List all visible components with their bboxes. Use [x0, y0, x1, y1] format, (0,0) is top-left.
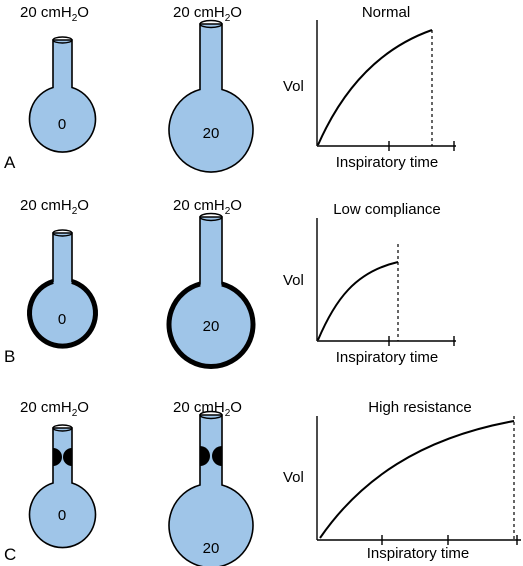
row-c-graph-xlabel: Inspiratory time: [367, 545, 470, 562]
row-c: 20 cmH2O 20 cmH2O 0 20 C High resistance…: [4, 399, 521, 566]
row-a-large-lung: 20: [168, 19, 254, 173]
row-a-volume-curve: [317, 29, 433, 146]
row-b-graph-ylabel: Vol: [283, 272, 304, 289]
row-b-graph: Low compliance Vol Inspiratory time: [283, 201, 456, 366]
row-b-letter: B: [4, 347, 15, 366]
row-c-large-obstruction-left: [200, 446, 210, 466]
row-b-volume-curve: [317, 261, 399, 341]
row-a: 20 cmH2O 20 cmH2O 0 20 A Normal Vol Insp…: [4, 4, 456, 173]
row-c-large-lung-shape: [168, 414, 254, 566]
row-b: 20 cmH2O 20 cmH2O 0 20 B Low compliance …: [4, 197, 456, 369]
row-b-large-lung: 20: [166, 212, 256, 369]
row-c-small-pressure: 20 cmH2O: [20, 399, 89, 419]
row-c-large-lung-value: 20: [203, 540, 220, 557]
row-c-letter: C: [4, 545, 16, 564]
row-a-large-lung-value: 20: [203, 125, 220, 142]
row-c-small-lung-value: 0: [58, 507, 66, 524]
row-b-large-lung-value: 20: [203, 318, 220, 335]
row-c-graph: High resistance Vol Inspiratory time: [283, 399, 521, 562]
row-c-volume-curve: [319, 420, 515, 539]
row-a-graph: Normal Vol Inspiratory time: [283, 4, 456, 171]
row-a-small-lung: 0: [28, 36, 97, 153]
row-c-small-obstruction-left: [53, 448, 62, 466]
row-a-graph-ylabel: Vol: [283, 78, 304, 95]
row-b-small-pressure: 20 cmH2O: [20, 197, 89, 217]
row-a-small-lung-value: 0: [58, 116, 66, 133]
row-c-small-lung-shape: [28, 427, 97, 549]
row-b-small-lung-value: 0: [58, 311, 66, 328]
row-a-small-pressure: 20 cmH2O: [20, 4, 89, 24]
row-a-letter: A: [4, 153, 16, 172]
row-a-large-lung-shape: [168, 23, 254, 173]
row-c-graph-ylabel: Vol: [283, 469, 304, 486]
row-c-small-obstruction-right: [63, 448, 72, 466]
row-a-graph-xlabel: Inspiratory time: [336, 154, 439, 171]
row-a-small-lung-shape: [28, 39, 97, 153]
row-c-graph-title: High resistance: [368, 399, 471, 416]
row-a-graph-title: Normal: [362, 4, 410, 21]
row-c-small-lung: 0: [28, 424, 97, 549]
row-c-large-lung: 20: [168, 410, 254, 566]
row-b-small-lung: 0: [27, 229, 98, 349]
row-b-graph-title: Low compliance: [333, 201, 441, 218]
row-b-graph-xlabel: Inspiratory time: [336, 349, 439, 366]
row-c-large-obstruction-right: [212, 446, 222, 466]
